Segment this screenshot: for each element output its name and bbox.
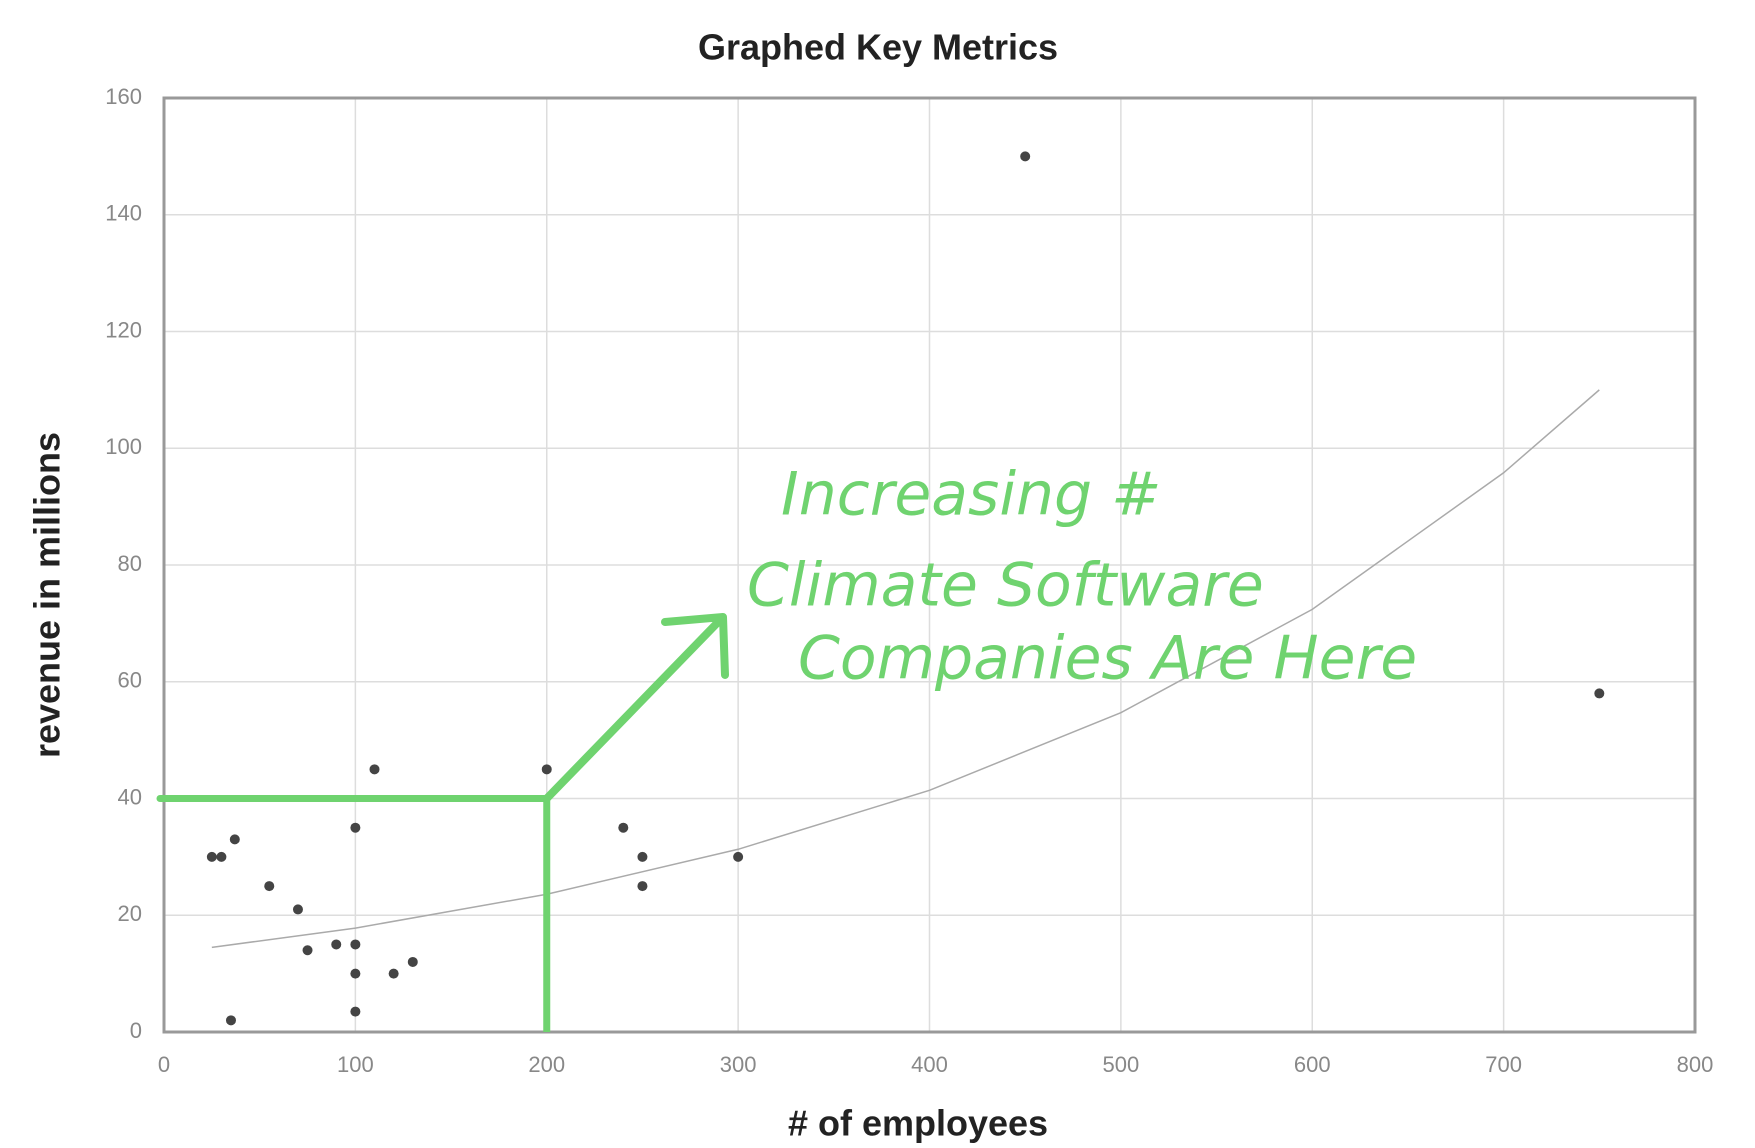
y-tick-label: 140 bbox=[105, 201, 142, 226]
data-point bbox=[369, 764, 380, 775]
data-point bbox=[292, 904, 303, 915]
x-tick-label: 200 bbox=[528, 1052, 565, 1077]
data-point bbox=[350, 939, 361, 950]
data-point bbox=[541, 764, 552, 775]
data-point bbox=[216, 851, 227, 862]
data-point bbox=[206, 851, 217, 862]
x-tick-label: 100 bbox=[337, 1052, 374, 1077]
x-axis-label: # of employees bbox=[788, 1103, 1048, 1144]
annotation-text: Increasing # bbox=[781, 460, 1161, 530]
data-point bbox=[350, 822, 361, 833]
data-point bbox=[637, 851, 648, 862]
data-point bbox=[618, 822, 629, 833]
data-point bbox=[407, 956, 418, 967]
y-tick-label: 60 bbox=[118, 668, 142, 693]
data-point bbox=[331, 939, 342, 950]
y-tick-label: 40 bbox=[118, 784, 142, 809]
data-point bbox=[264, 881, 275, 892]
x-tick-label: 0 bbox=[158, 1052, 170, 1077]
data-point bbox=[733, 851, 744, 862]
plot-frame bbox=[162, 96, 1697, 1034]
x-tick-label: 300 bbox=[720, 1052, 757, 1077]
trendline bbox=[211, 389, 1600, 949]
data-point bbox=[350, 968, 361, 979]
y-axis-label: revenue in millions bbox=[27, 432, 68, 758]
x-tick-label: 600 bbox=[1294, 1052, 1331, 1077]
annotation-text: Climate Software bbox=[747, 551, 1264, 621]
data-point bbox=[1594, 688, 1605, 699]
arrow bbox=[542, 613, 729, 803]
data-point bbox=[388, 968, 399, 979]
data-point bbox=[1020, 151, 1031, 162]
chart-title: Graphed Key Metrics bbox=[698, 27, 1058, 68]
data-point bbox=[302, 945, 313, 956]
x-tick-label: 400 bbox=[911, 1052, 948, 1077]
y-tick-label: 160 bbox=[105, 84, 142, 109]
x-tick-label: 800 bbox=[1677, 1052, 1714, 1077]
x-tick-label: 700 bbox=[1485, 1052, 1522, 1077]
y-tick-label: 20 bbox=[118, 901, 142, 926]
y-tick-label: 100 bbox=[105, 434, 142, 459]
data-point bbox=[229, 834, 240, 845]
data-point bbox=[350, 1006, 361, 1017]
data-point bbox=[637, 881, 648, 892]
x-tick-label: 500 bbox=[1103, 1052, 1140, 1077]
y-tick-label: 80 bbox=[118, 551, 142, 576]
y-tick-label: 120 bbox=[105, 317, 142, 342]
annotation-text: Companies Are Here bbox=[798, 624, 1417, 694]
data-point bbox=[225, 1015, 236, 1026]
y-tick-label: 0 bbox=[130, 1018, 142, 1043]
